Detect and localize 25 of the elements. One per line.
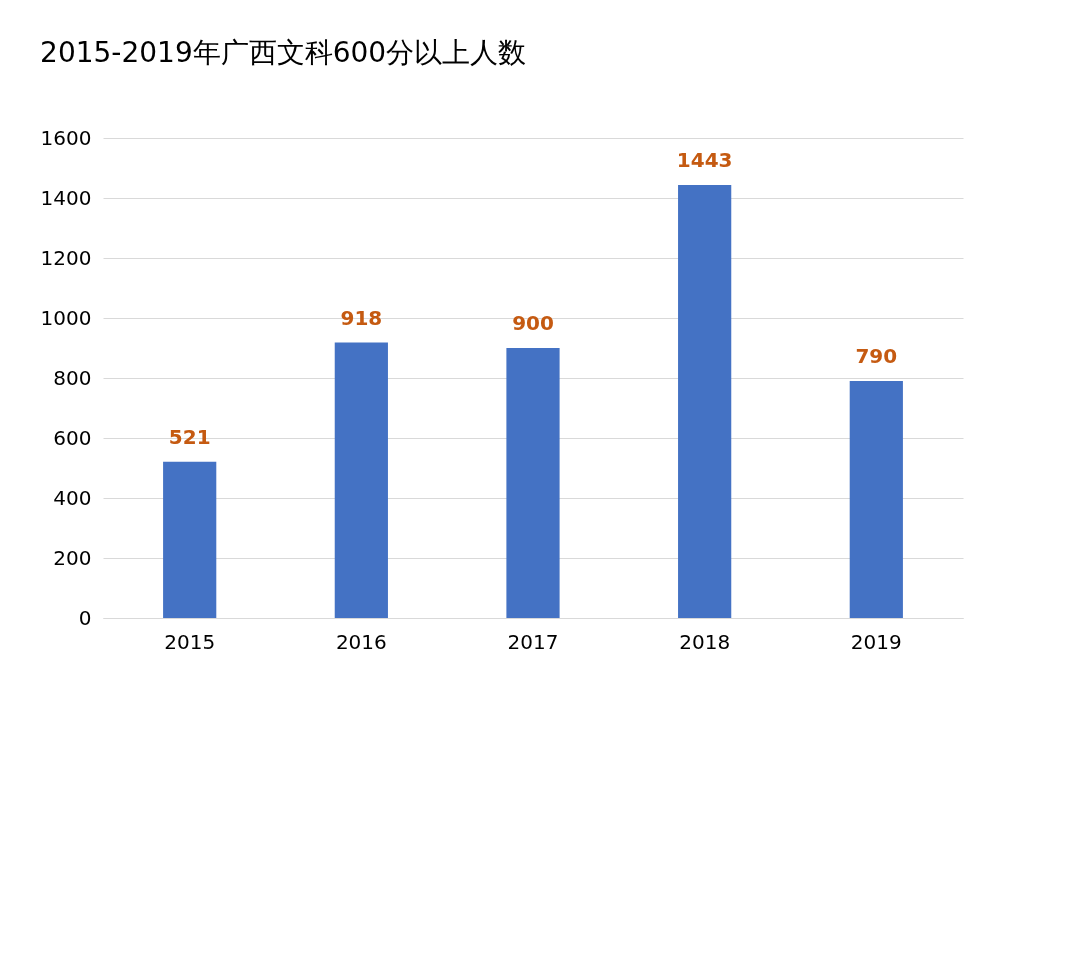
bar: [506, 348, 560, 618]
y-tick-label: 200: [53, 545, 92, 570]
y-tick-label: 1000: [40, 305, 92, 330]
bar: [334, 342, 388, 618]
bar: [163, 461, 217, 618]
bar: [849, 381, 903, 618]
chart-title: 2015-2019年广西文科600分以上人数: [40, 36, 527, 69]
x-tick-label: 2016: [335, 629, 387, 654]
x-tick-label: 2018: [679, 629, 731, 654]
x-tick-label: 2015: [164, 629, 216, 654]
x-tick-label: 2017: [507, 629, 559, 654]
data-label: 918: [340, 305, 383, 330]
y-tick-label: 400: [53, 485, 92, 510]
y-tick-label: 600: [53, 425, 92, 450]
y-tick-label: 1600: [40, 125, 92, 150]
data-label: 900: [512, 311, 554, 335]
y-tick-label: 1400: [40, 185, 92, 210]
data-label: 1443: [676, 148, 733, 173]
y-tick-label: 1200: [40, 245, 92, 270]
y-tick-label: 0: [78, 605, 92, 630]
bar: [678, 185, 732, 618]
data-label: 790: [855, 344, 898, 368]
x-tick-label: 2019: [850, 629, 902, 654]
data-label: 521: [168, 424, 211, 449]
y-tick-label: 800: [53, 365, 92, 390]
